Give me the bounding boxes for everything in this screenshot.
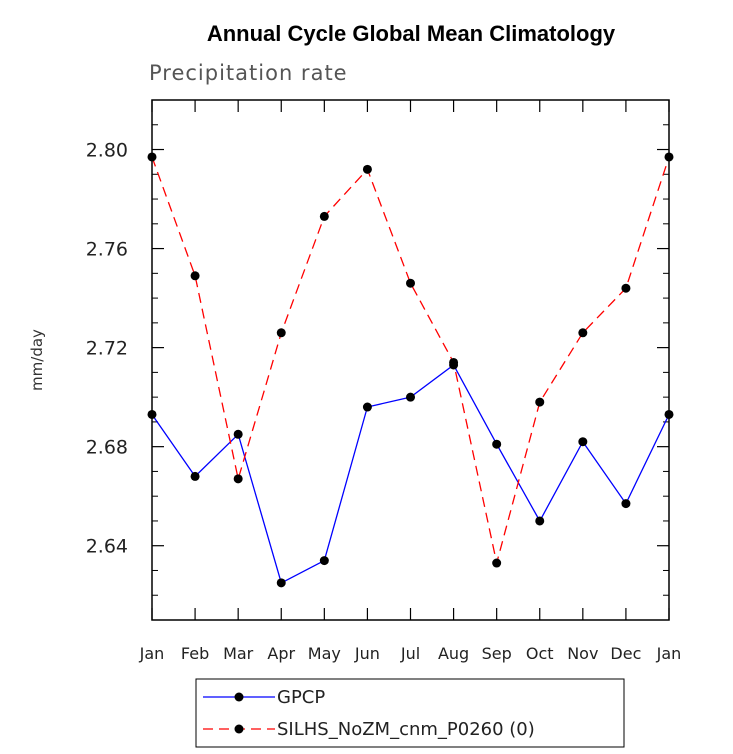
series-1-point xyxy=(535,397,545,407)
legend-label-gpcp: GPCP xyxy=(277,687,325,708)
y-tick-label: 2.76 xyxy=(86,239,128,261)
series-0-point xyxy=(578,437,588,447)
x-tick-label: Jan xyxy=(139,644,165,663)
series-1-point xyxy=(190,271,200,281)
series-1-point xyxy=(406,278,415,288)
legend-label-silhs: SILHS_NoZM_cnm_P0260 (0) xyxy=(277,719,535,740)
series-1-point xyxy=(276,328,286,338)
x-tick-label: Feb xyxy=(181,644,209,663)
y-tick-label: 2.80 xyxy=(86,140,128,162)
series-0-point xyxy=(406,392,415,402)
chart-title: Annual Cycle Global Mean Climatology xyxy=(207,21,616,46)
x-tick-label: Jul xyxy=(400,644,420,663)
x-tick-label: Mar xyxy=(223,644,254,663)
series-0-point xyxy=(276,578,286,588)
x-tick-label: Oct xyxy=(526,644,554,663)
series-1-point xyxy=(492,558,502,568)
series-1-point xyxy=(319,211,329,221)
series-1-point xyxy=(233,474,243,484)
y-tick-label: 2.64 xyxy=(86,536,128,558)
series-1-point xyxy=(578,328,588,338)
x-tick-label: Nov xyxy=(567,644,598,663)
legend: GPCP SILHS_NoZM_cnm_P0260 (0) xyxy=(195,678,625,748)
series-1-point xyxy=(449,357,459,367)
series-0-point xyxy=(664,409,674,419)
legend-box xyxy=(195,678,625,748)
x-tick-label: Jun xyxy=(354,644,380,663)
series-0-point xyxy=(492,439,502,449)
x-tick-label: Sep xyxy=(482,644,512,663)
x-tick-label: May xyxy=(308,644,341,663)
plot-frame xyxy=(151,99,670,621)
series-0-point xyxy=(621,499,631,509)
y-tick-label: 2.72 xyxy=(86,338,128,360)
series-0-point xyxy=(362,402,372,412)
chart-subtitle: Precipitation rate xyxy=(149,61,348,85)
x-tick-label: Apr xyxy=(267,644,295,663)
y-tick-label: 2.68 xyxy=(86,437,128,459)
series-layer xyxy=(147,152,674,588)
series-line-1 xyxy=(151,156,670,564)
series-0-point xyxy=(233,429,243,439)
series-1-point xyxy=(362,164,372,174)
series-1-point xyxy=(147,152,157,162)
x-tick-label: Jan xyxy=(656,644,682,663)
axes: 2.64 2.68 2.72 2.76 2.80 Jan Feb Mar Apr May Jun Ju… xyxy=(86,99,682,663)
legend-marker-gpcp xyxy=(234,692,244,702)
y-axis-label: mm/day xyxy=(28,329,46,391)
series-1-point xyxy=(621,283,631,293)
x-tick-label: Aug xyxy=(438,644,469,663)
series-0-point xyxy=(535,516,545,526)
series-0-point xyxy=(147,409,157,419)
series-1-point xyxy=(664,152,674,162)
legend-marker-silhs xyxy=(234,724,244,734)
series-0-point xyxy=(190,471,200,481)
series-0-point xyxy=(319,556,329,566)
x-tick-label: Dec xyxy=(610,644,641,663)
